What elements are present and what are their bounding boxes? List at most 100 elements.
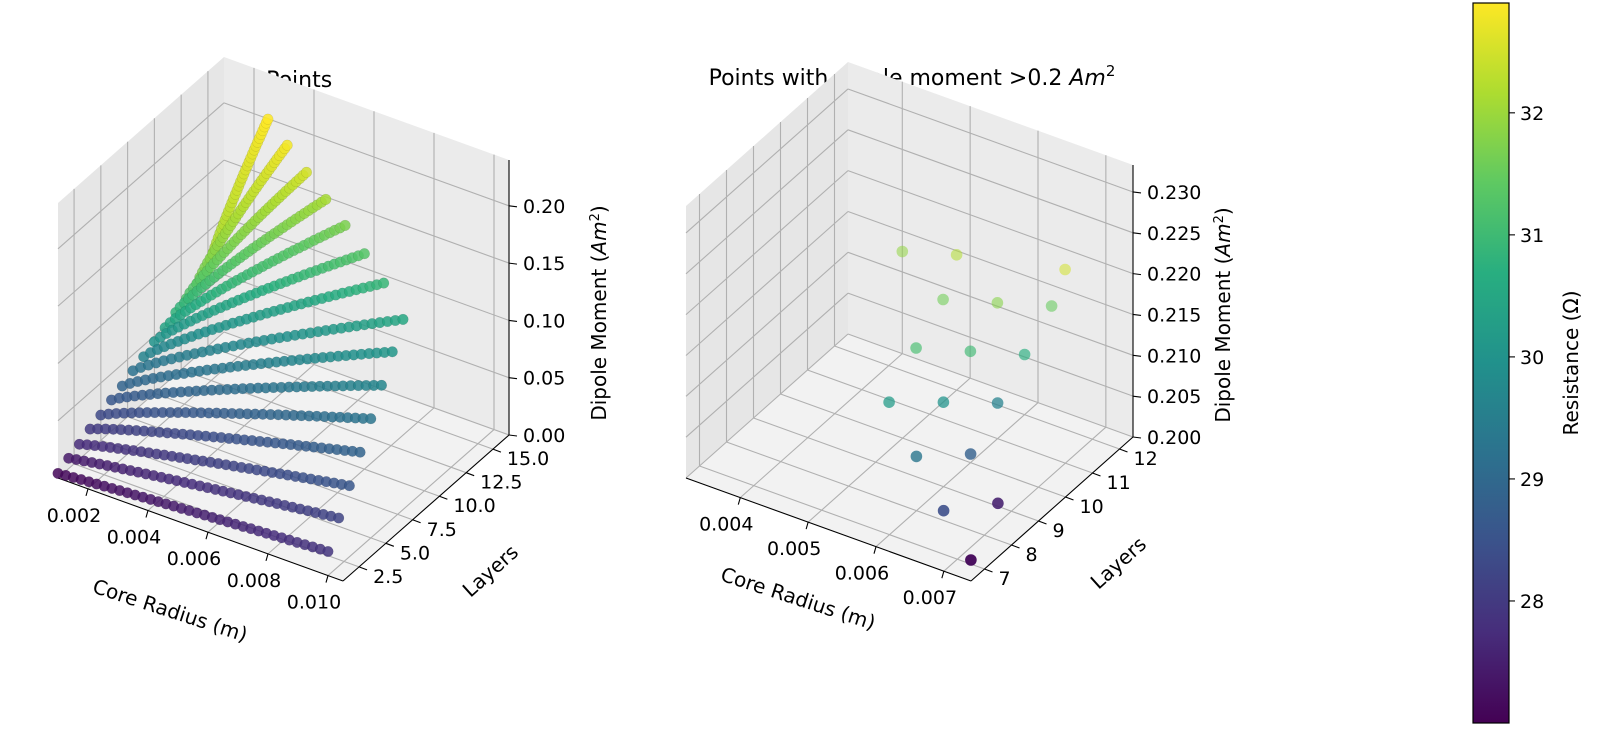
x-tick-label: 0.005 [767,538,821,560]
scatter-point [937,293,949,306]
gridline [223,159,510,264]
colorbar-tick-label: 28 [1520,591,1544,613]
tick-mark [1132,436,1142,439]
z-tick-label: 0.205 [1147,386,1201,408]
scatter-point [910,342,922,354]
tick-mark [1038,520,1047,525]
scatter-point [262,113,274,125]
tick-mark [385,542,395,547]
tick-mark [439,495,448,500]
subplot-all-points: All Points 0.0020.0040.0060.0080.0102.55… [47,57,611,647]
y-tick-label: 2.5 [373,566,403,588]
x-tick-label: 0.004 [699,514,753,536]
scatter-point [365,413,377,425]
tick-mark [1065,496,1074,501]
scatter-point [386,346,398,358]
gridline [685,333,849,479]
gridline [57,274,225,422]
tick-mark [508,205,518,208]
scatter-point [358,248,370,260]
scatter-point [354,446,366,458]
tick-mark [1132,232,1142,235]
tick-mark [465,472,475,477]
scatter-point [397,313,409,325]
scatter-point [300,166,313,178]
y-tick-label: 7 [999,568,1011,590]
floor-pane [686,334,1133,581]
subplot-2-gridlines [685,74,1134,572]
subplot-1-zlabel: Dipole Moment (Am2) [587,205,611,420]
scatter-point [1018,348,1031,361]
scatter-point [965,554,977,566]
y-tick-label: 12.5 [480,472,522,494]
tick-mark [1132,395,1142,398]
z-tick-label: 0.15 [523,253,565,275]
y-tick-label: 11 [1107,472,1131,494]
subplot-1-points [52,113,409,558]
colorbar-tick-label: 32 [1520,103,1544,125]
gridline [685,211,849,356]
scatter-point [991,297,1004,309]
x-axis-line [57,477,344,582]
tick-mark [1011,544,1020,549]
x-tick-label: 0.008 [227,570,281,592]
scatter-point [992,497,1004,510]
gridline [834,345,1120,450]
tick-mark [805,521,809,530]
subplot-2-axes [685,165,1134,582]
scatter-point [883,396,895,409]
gridline [847,170,1134,275]
y-tick-label: 8 [1026,544,1038,566]
z-tick-label: 0.05 [523,368,565,390]
gridline [807,369,1093,474]
y-tick-label: 5.0 [400,542,430,564]
gridline [739,353,903,499]
scatter-point [964,448,977,460]
scatter-point [343,480,355,492]
y-tick-label: 10.0 [453,495,495,517]
tick-mark [508,319,518,322]
colorbar-label: Resistance (Ω) [1559,290,1583,435]
tick-mark [1132,313,1142,317]
tick-mark [205,532,209,540]
scatter-point [281,139,293,151]
z-tick-label: 0.20 [523,196,565,218]
tick-mark [1132,354,1142,357]
x-tick-label: 0.010 [287,592,341,614]
x-tick-label: 0.004 [107,527,161,549]
gridline [685,292,849,438]
tick-mark [325,575,329,583]
tick-mark [873,546,877,554]
gridline [847,88,1134,193]
x-tick-label: 0.006 [835,563,889,585]
scatter-point [937,504,950,517]
gridline [847,333,1134,438]
scatter-point [322,545,334,558]
gridline [57,102,225,250]
z-tick-label: 0.215 [1147,304,1201,326]
tick-mark [508,262,518,265]
tick-mark [1132,273,1142,276]
colorbar-tick-label: 31 [1520,225,1544,247]
tick-mark [265,553,269,562]
gridline [685,251,849,397]
tick-mark [984,568,993,573]
scatter-point [1059,263,1071,276]
gridline [207,385,375,533]
x-tick-label: 0.002 [47,505,101,527]
tick-mark [508,434,518,437]
tick-mark [508,377,518,380]
tick-mark [737,497,741,505]
z-tick-label: 0.225 [1147,223,1201,245]
y-tick-label: 12 [1134,448,1158,470]
scatter-point [375,379,388,391]
z-tick-label: 0.10 [523,310,565,332]
scatter-point [333,512,345,524]
z-tick-label: 0.230 [1147,182,1201,204]
tick-mark [1132,191,1142,194]
z-tick-label: 0.210 [1147,345,1201,367]
tick-mark [358,566,368,571]
gridline [847,251,1134,356]
